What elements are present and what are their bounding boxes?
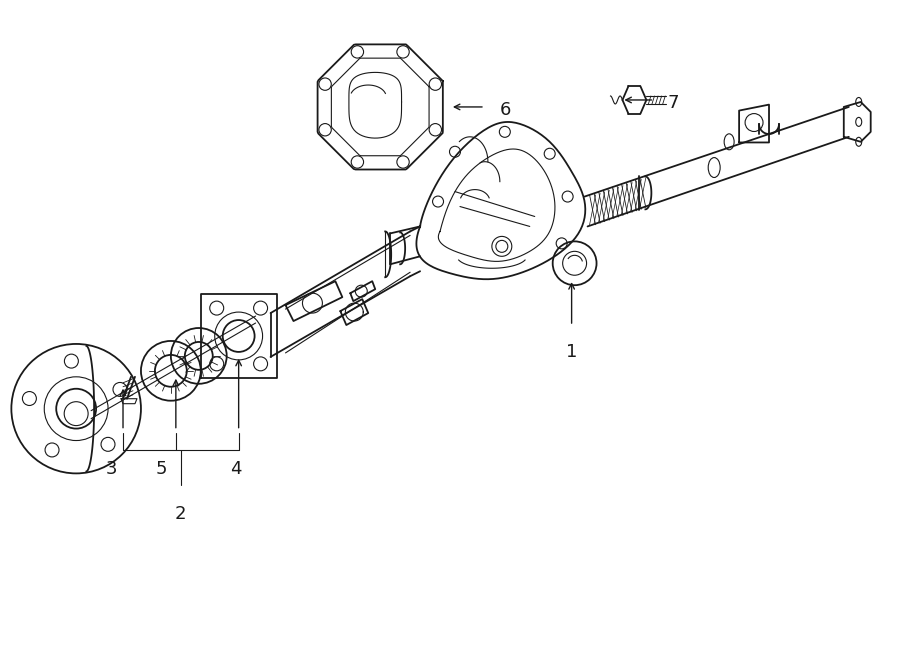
- Text: 1: 1: [566, 343, 577, 361]
- Text: 4: 4: [230, 461, 241, 479]
- Text: 6: 6: [500, 101, 511, 119]
- Text: 2: 2: [176, 505, 186, 524]
- Text: 5: 5: [155, 461, 166, 479]
- Text: 3: 3: [105, 461, 117, 479]
- Text: 7: 7: [667, 94, 679, 112]
